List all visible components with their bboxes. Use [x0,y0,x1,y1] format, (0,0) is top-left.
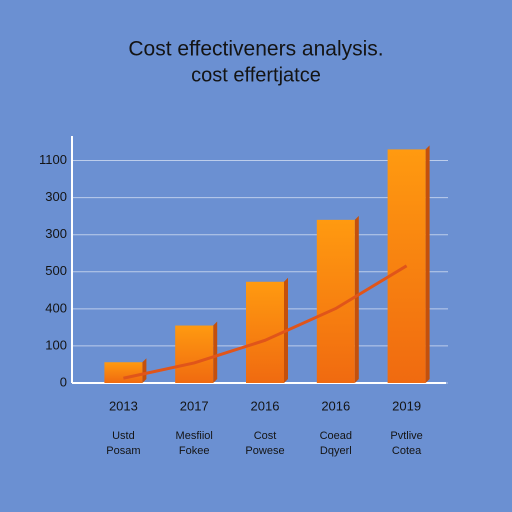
x-tick-label: 2019 [392,398,421,413]
y-tick-label: 1100 [39,152,67,167]
x-sublabel: Ustd [112,430,135,442]
x-sublabel: Fokee [179,445,210,457]
x-tick-label: 2016 [251,398,280,413]
bar [104,362,143,383]
x-sublabel: Pvtlive [390,430,422,442]
y-tick-label: 0 [60,374,67,389]
y-tick-label: 100 [45,337,67,352]
bar [246,281,284,383]
chart-subtitle: cost effertjatce [191,64,321,86]
x-sublabel: Cost [254,430,277,442]
trend-line [123,264,408,380]
bar-side [213,321,218,383]
x-sublabel: Cotea [392,445,422,457]
x-sublabel: Mesfiiol [176,430,213,442]
bar-side [142,358,147,383]
y-tick-label: 300 [45,226,67,241]
x-tick-label: 2013 [109,398,138,413]
x-sublabel: Coead [320,430,352,442]
x-tick-label: 2016 [321,398,350,413]
y-tick-label: 500 [45,263,67,278]
x-sublabel: Dqyerl [320,445,352,457]
x-sublabel: Posam [106,445,140,457]
x-sublabel: Powese [245,445,284,457]
bar-side [425,145,430,383]
bar-side [354,215,359,383]
x-tick-label: 2017 [180,398,209,413]
y-tick-label: 300 [45,189,67,204]
y-tick-label: 400 [45,300,67,315]
bar [175,325,214,383]
chart-title: Cost effectiveners analysis. [128,38,383,61]
